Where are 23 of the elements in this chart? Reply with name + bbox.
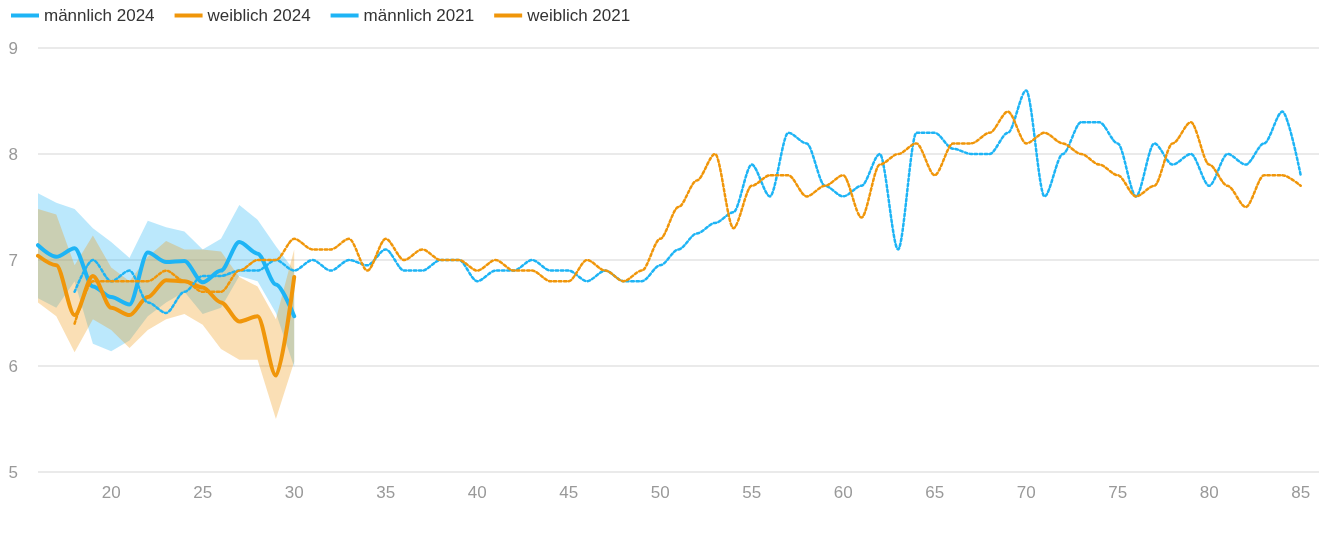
x-tick-label: 50 [650, 483, 670, 502]
legend-label: männlich 2021 [363, 6, 475, 25]
x-tick-label: 25 [193, 483, 213, 502]
legend-label: weiblich 2024 [206, 6, 311, 25]
x-tick-label: 20 [101, 483, 121, 502]
x-tick-label: 35 [376, 483, 396, 502]
x-tick-label: 75 [1108, 483, 1128, 502]
x-tick-label: 70 [1016, 483, 1036, 502]
y-tick-label: 9 [8, 38, 18, 58]
x-tick-label: 55 [742, 483, 762, 502]
x-tick-label: 65 [925, 483, 945, 502]
legend-label: weiblich 2021 [526, 6, 631, 25]
x-tick-label: 40 [467, 483, 487, 502]
y-tick-label: 7 [8, 250, 18, 270]
x-tick-label: 80 [1199, 483, 1219, 502]
x-tick-label: 85 [1291, 483, 1311, 502]
y-tick-label: 5 [8, 462, 18, 482]
x-tick-label: 45 [559, 483, 579, 502]
legend-label: männlich 2024 [44, 6, 155, 25]
y-tick-label: 8 [8, 144, 18, 164]
y-tick-label: 6 [8, 356, 18, 376]
x-tick-label: 60 [833, 483, 853, 502]
x-tick-label: 30 [284, 483, 304, 502]
